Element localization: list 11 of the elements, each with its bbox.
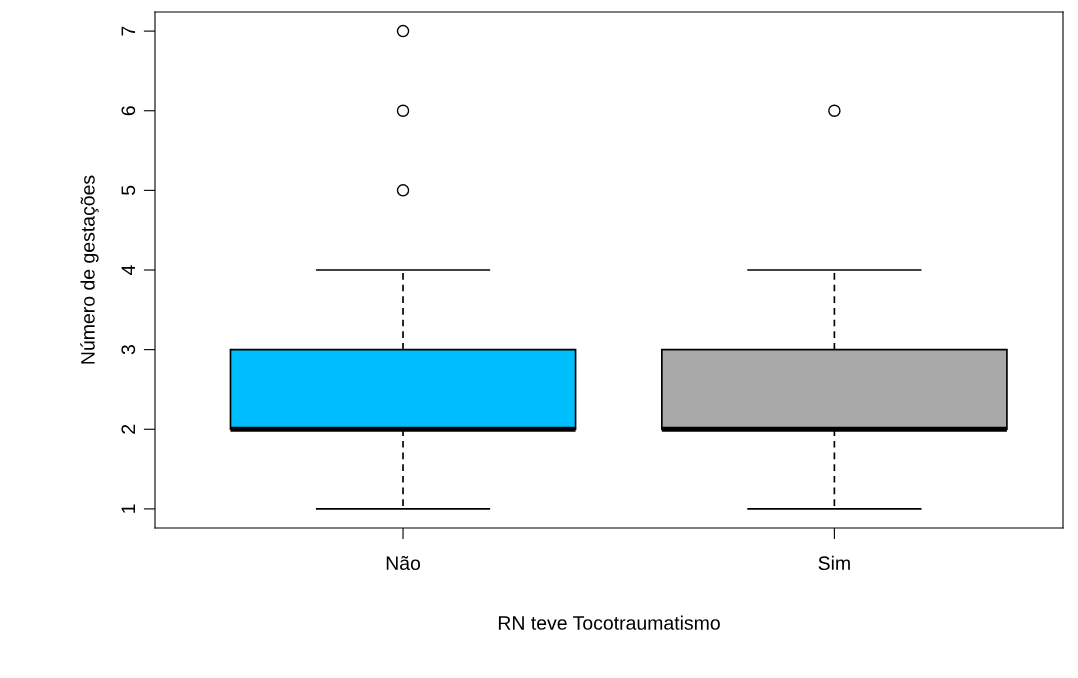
- y-tick-label: 2: [121, 424, 135, 434]
- y-tick-label: 1: [121, 504, 135, 513]
- x-tick-label: Sim: [818, 555, 850, 571]
- y-tick-label: 3: [121, 345, 136, 355]
- x-axis-title: RN teve Tocotraumatismo: [498, 615, 720, 630]
- y-axis-title: Número de gestações: [80, 175, 99, 364]
- y-tick-label: 7: [121, 26, 135, 36]
- y-tick-label: 6: [121, 106, 136, 116]
- y-tick-label: 4: [121, 265, 135, 275]
- y-tick-label: 5: [121, 185, 136, 195]
- x-tick-label: Não: [386, 555, 421, 571]
